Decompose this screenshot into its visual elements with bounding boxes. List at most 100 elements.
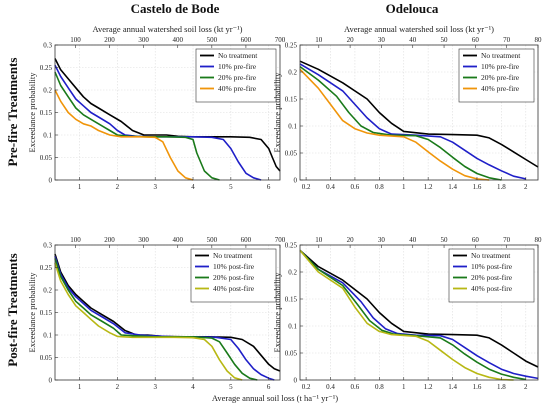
legend-entry: 10% pre-fire [481, 62, 520, 71]
y-tick-label: 0 [294, 176, 298, 184]
legend-box [458, 48, 535, 103]
y-axis-label: Exceedance probability [272, 72, 282, 153]
y-tick-label: 0.1 [288, 322, 297, 330]
legend: No treatment 10% pre-fire 20% pre-fire 40% … [458, 48, 535, 103]
x-tick-label: 0.4 [326, 183, 335, 191]
series-line-2 [299, 63, 526, 180]
top-x-tick-label: 50 [441, 36, 449, 44]
y-tick-label: 0.1 [288, 122, 297, 130]
top-x-tick-label: 500 [207, 36, 218, 44]
top-x-tick-label: 400 [172, 236, 183, 244]
legend: No treatment 10% post-fire 20% post-fire 40… [448, 248, 535, 303]
column-title-castelo-text: Castelo de Bode [131, 1, 220, 16]
top-x-tick-label: 200 [104, 36, 115, 44]
x-tick-label: 6 [267, 183, 271, 191]
x-tick-label: 1.4 [448, 183, 457, 191]
legend-entry: 20% pre-fire [481, 73, 520, 82]
y-tick-label: 0.25 [285, 241, 298, 249]
y-tick-label: 0 [294, 376, 298, 384]
x-tick-label: 5 [229, 383, 233, 391]
x-tick-label: 1.4 [448, 383, 457, 391]
panel-odelouca-postfire: 0.2 0.4 0.6 0.8 1 1.2 1.4 1.6 1.8 200.050.10.150.… [212, 236, 542, 403]
x-tick-label: 0.6 [351, 183, 360, 191]
y-tick-label: 0.2 [288, 68, 297, 76]
legend: No treatment 10% pre-fire 20% pre-fire 40% … [195, 48, 277, 103]
x-tick-label: 4 [191, 383, 195, 391]
legend-entry: 40% pre-fire [218, 84, 257, 93]
x-tick-label: 3 [153, 383, 157, 391]
series-line-3 [299, 249, 526, 381]
top-x-tick-label: 20 [347, 36, 355, 44]
y-tick-label: 0.25 [285, 41, 298, 49]
x-tick-label: 0.2 [302, 183, 311, 191]
x-tick-label: 1 [78, 183, 82, 191]
x-tick-label: 1.6 [473, 383, 482, 391]
y-axis-label: Exceedance probability [27, 272, 37, 353]
x-tick-label: 1.2 [424, 183, 433, 191]
series-line-4 [54, 262, 243, 381]
legend-entry: 40% post-fire [213, 284, 255, 293]
legend-entry: 40% post-fire [471, 284, 513, 293]
top-x-tick-label: 10 [315, 236, 323, 244]
top-x-tick-label: 600 [241, 36, 252, 44]
row-title-postfire: Post-fire Treatments [5, 253, 20, 366]
panel-castelo-prefire: 1 2 3 4 5 6 0 0.05 0.1 0.15 0.2 0.25 0.3 100 200 300 400… [27, 24, 286, 191]
x-tick-label: 1 [402, 383, 406, 391]
x-tick-label: 6 [267, 383, 271, 391]
y-axis-label: Exceedance probability [27, 72, 37, 153]
y-tick-label: 0.1 [43, 131, 52, 139]
x-tick-label: 3 [153, 183, 157, 191]
y-tick-label: 0.15 [285, 295, 298, 303]
top-x-tick-label: 300 [138, 236, 149, 244]
x-tick-label: 1.6 [473, 183, 482, 191]
top-x-tick-label: 20 [347, 236, 355, 244]
series-line-1 [299, 60, 539, 168]
column-title-castelo: Castelo de Bode [131, 1, 220, 16]
top-x-tick-label: 80 [535, 236, 543, 244]
plot-frame [299, 44, 539, 181]
legend-entry: 20% pre-fire [218, 73, 257, 82]
series-line-4 [299, 68, 490, 181]
x-tick-label: 5 [229, 183, 233, 191]
legend-entry: 10% post-fire [213, 262, 255, 271]
y-tick-label: 0.15 [285, 95, 298, 103]
top-x-tick-label: 100 [70, 36, 81, 44]
series-line-1 [54, 58, 281, 172]
y-tick-label: 0.1 [43, 331, 52, 339]
x-tick-label: 1 [402, 183, 406, 191]
legend-entry: No treatment [213, 251, 253, 260]
y-tick-label: 0.2 [43, 86, 52, 94]
legend-entry: 10% post-fire [471, 262, 513, 271]
panel-odelouca-prefire: 0.2 0.4 0.6 0.8 1 1.2 1.4 1.6 1.8 200.050.10.150.… [272, 24, 542, 191]
y-tick-label: 0.25 [40, 264, 53, 272]
y-tick-label: 0.05 [40, 354, 53, 362]
series-line-4 [54, 89, 194, 181]
y-tick-label: 0.3 [43, 41, 52, 49]
series-line-3 [299, 65, 502, 181]
top-x-tick-label: 50 [441, 236, 449, 244]
legend-entry: No treatment [481, 51, 521, 60]
top-x-tick-label: 600 [241, 236, 252, 244]
series-line-2 [299, 249, 539, 380]
y-tick-label: 0.25 [40, 64, 53, 72]
top-x-tick-label: 70 [503, 36, 511, 44]
x-tick-label: 0.8 [375, 383, 384, 391]
top-x-tick-label: 10 [315, 36, 323, 44]
y-tick-label: 0.3 [43, 241, 52, 249]
legend-box [190, 248, 277, 303]
top-x-tick-label: 200 [104, 236, 115, 244]
x-tick-label: 2 [524, 383, 528, 391]
x-tick-label: 1 [78, 383, 82, 391]
top-x-tick-label: 700 [275, 236, 286, 244]
series-line-4 [299, 249, 514, 381]
top-x-tick-label: 100 [70, 236, 81, 244]
top-x-tick-label: 40 [409, 236, 417, 244]
top-x-tick-label: 60 [472, 36, 480, 44]
y-tick-label: 0.15 [40, 109, 53, 117]
series-line-3 [54, 71, 220, 181]
x-tick-label: 4 [191, 183, 195, 191]
legend-box [448, 248, 535, 303]
series-line-2 [54, 256, 275, 381]
top-x-tick-label: 500 [207, 236, 218, 244]
legend-entry: 20% post-fire [471, 273, 513, 282]
